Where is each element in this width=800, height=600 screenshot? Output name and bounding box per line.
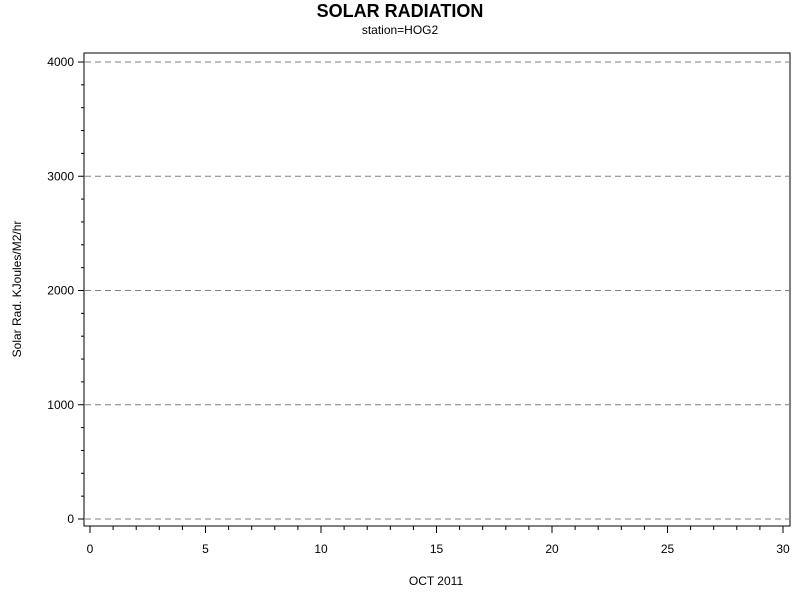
x-tick-label: 20 — [545, 542, 559, 556]
y-tick-label: 0 — [67, 512, 74, 526]
chart-subtitle: station=HOG2 — [362, 23, 439, 37]
y-axis-label: Solar Rad. KJoules/M2/hr — [10, 221, 24, 358]
x-tick-label: 25 — [661, 542, 675, 556]
y-tick-label: 2000 — [47, 284, 74, 298]
y-tick-label: 3000 — [47, 169, 74, 183]
y-tick-label: 1000 — [47, 398, 74, 412]
x-tick-label: 5 — [202, 542, 209, 556]
y-axis: 0 1000 2000 3000 4000 — [47, 55, 84, 526]
x-axis-label: OCT 2011 — [409, 574, 464, 588]
x-tick-label: 30 — [776, 542, 790, 556]
y-tick-label: 4000 — [47, 55, 74, 69]
x-tick-label: 10 — [314, 542, 328, 556]
x-tick-label: 0 — [87, 542, 94, 556]
gridlines — [85, 61, 789, 520]
plot-area-frame — [83, 52, 791, 527]
x-axis: 0 5 10 15 20 25 30 — [87, 526, 790, 556]
x-tick-label: 15 — [430, 542, 444, 556]
chart-title: SOLAR RADIATION — [317, 1, 484, 21]
